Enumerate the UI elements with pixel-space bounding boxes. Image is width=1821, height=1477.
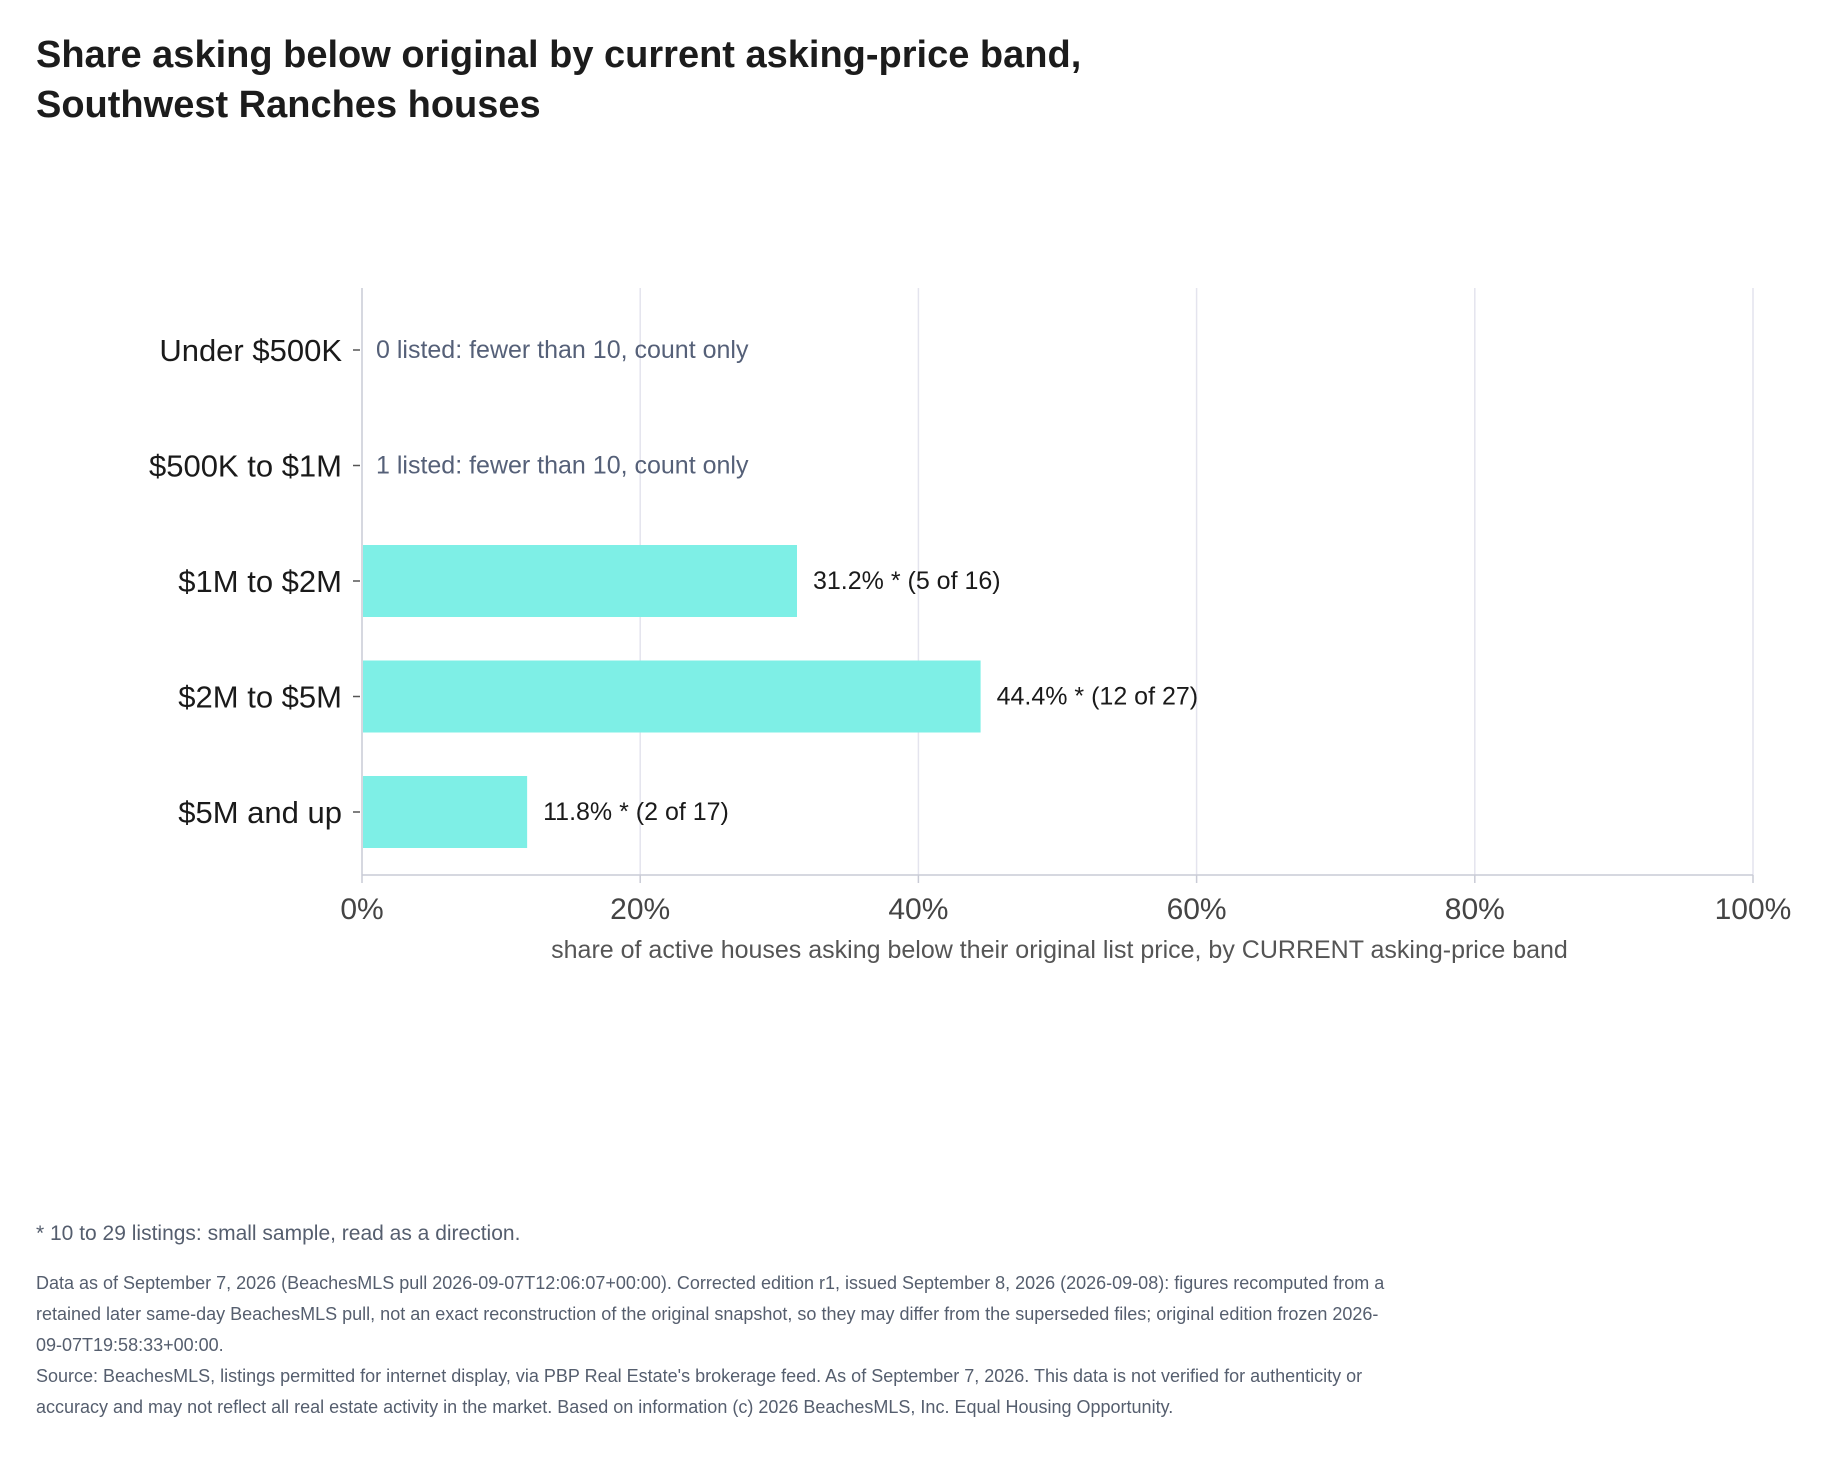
count-only-label: 1 listed: fewer than 10, count only: [376, 452, 749, 480]
category-label: $2M to $5M: [178, 680, 342, 715]
bar: [363, 776, 528, 848]
bar: [363, 660, 981, 733]
x-tick-label: 0%: [340, 893, 383, 926]
bar: [363, 545, 797, 617]
source-disclaimer: Source: BeachesMLS, listings permitted f…: [36, 1366, 1363, 1417]
category-label: $500K to $1M: [149, 449, 342, 484]
chart-title-line-2: Southwest Ranches houses: [36, 84, 541, 126]
category-label: $5M and up: [178, 795, 342, 830]
x-tick-label: 20%: [610, 893, 670, 926]
x-axis-label: share of active houses asking below thei…: [551, 936, 1568, 964]
bar-value-label: 44.4% * (12 of 27): [997, 683, 1199, 711]
data-edition-note: Data as of September 7, 2026 (BeachesMLS…: [36, 1273, 1385, 1355]
chart-title-line-1: Share asking below original by current a…: [36, 34, 1082, 76]
count-only-label: 0 listed: fewer than 10, count only: [376, 336, 749, 364]
bar-value-label: 11.8% * (2 of 17): [543, 798, 729, 826]
small-sample-footnote: * 10 to 29 listings: small sample, read …: [36, 1222, 521, 1245]
chart-title: Share asking below original by current a…: [36, 30, 1236, 130]
x-tick-label: 40%: [888, 893, 948, 926]
x-tick-label: 100%: [1715, 893, 1792, 926]
category-label: $1M to $2M: [178, 564, 342, 599]
source-notes: Data as of September 7, 2026 (BeachesMLS…: [36, 1268, 1396, 1423]
category-label: Under $500K: [159, 333, 342, 368]
x-tick-label: 80%: [1445, 893, 1505, 926]
bar-chart: 0% 20% 40% 60% 80% 100% share of active houses…: [149, 288, 1792, 964]
x-tick-label: 60%: [1167, 893, 1227, 926]
bar-value-label: 31.2% * (5 of 16): [813, 567, 1001, 595]
